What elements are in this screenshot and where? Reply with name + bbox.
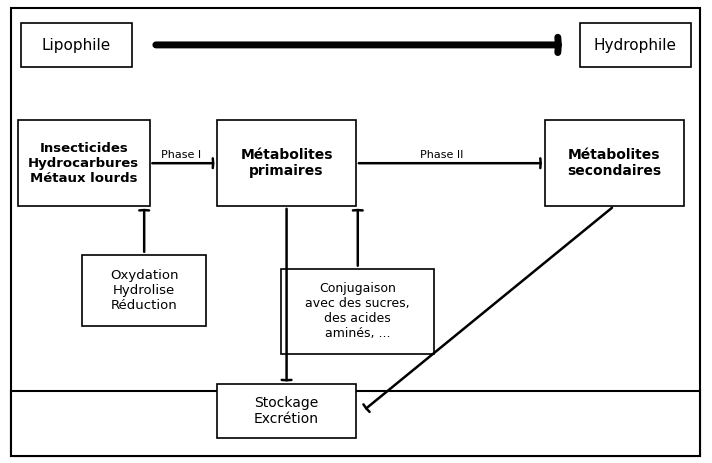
FancyBboxPatch shape	[18, 120, 150, 206]
Text: Phase II: Phase II	[420, 150, 463, 160]
FancyBboxPatch shape	[82, 255, 206, 326]
FancyBboxPatch shape	[11, 8, 700, 456]
FancyBboxPatch shape	[281, 269, 434, 354]
FancyBboxPatch shape	[217, 120, 356, 206]
Text: Métabolites
primaires: Métabolites primaires	[241, 148, 333, 178]
Text: Conjugaison
avec des sucres,
des acides
aminés, ...: Conjugaison avec des sucres, des acides …	[305, 282, 410, 340]
FancyBboxPatch shape	[545, 120, 684, 206]
Text: Stockage
Excrétion: Stockage Excrétion	[254, 396, 319, 426]
FancyBboxPatch shape	[21, 23, 132, 67]
Text: Insecticides
Hydrocarbures
Métaux lourds: Insecticides Hydrocarbures Métaux lourds	[28, 142, 140, 185]
FancyBboxPatch shape	[217, 384, 356, 438]
Text: Métabolites
secondaires: Métabolites secondaires	[567, 148, 661, 178]
Text: Phase I: Phase I	[162, 150, 201, 160]
Text: Lipophile: Lipophile	[42, 38, 111, 53]
Text: Oxydation
Hydrolise
Réduction: Oxydation Hydrolise Réduction	[110, 269, 179, 312]
Text: Hydrophile: Hydrophile	[594, 38, 677, 53]
FancyBboxPatch shape	[11, 391, 700, 456]
FancyBboxPatch shape	[580, 23, 691, 67]
